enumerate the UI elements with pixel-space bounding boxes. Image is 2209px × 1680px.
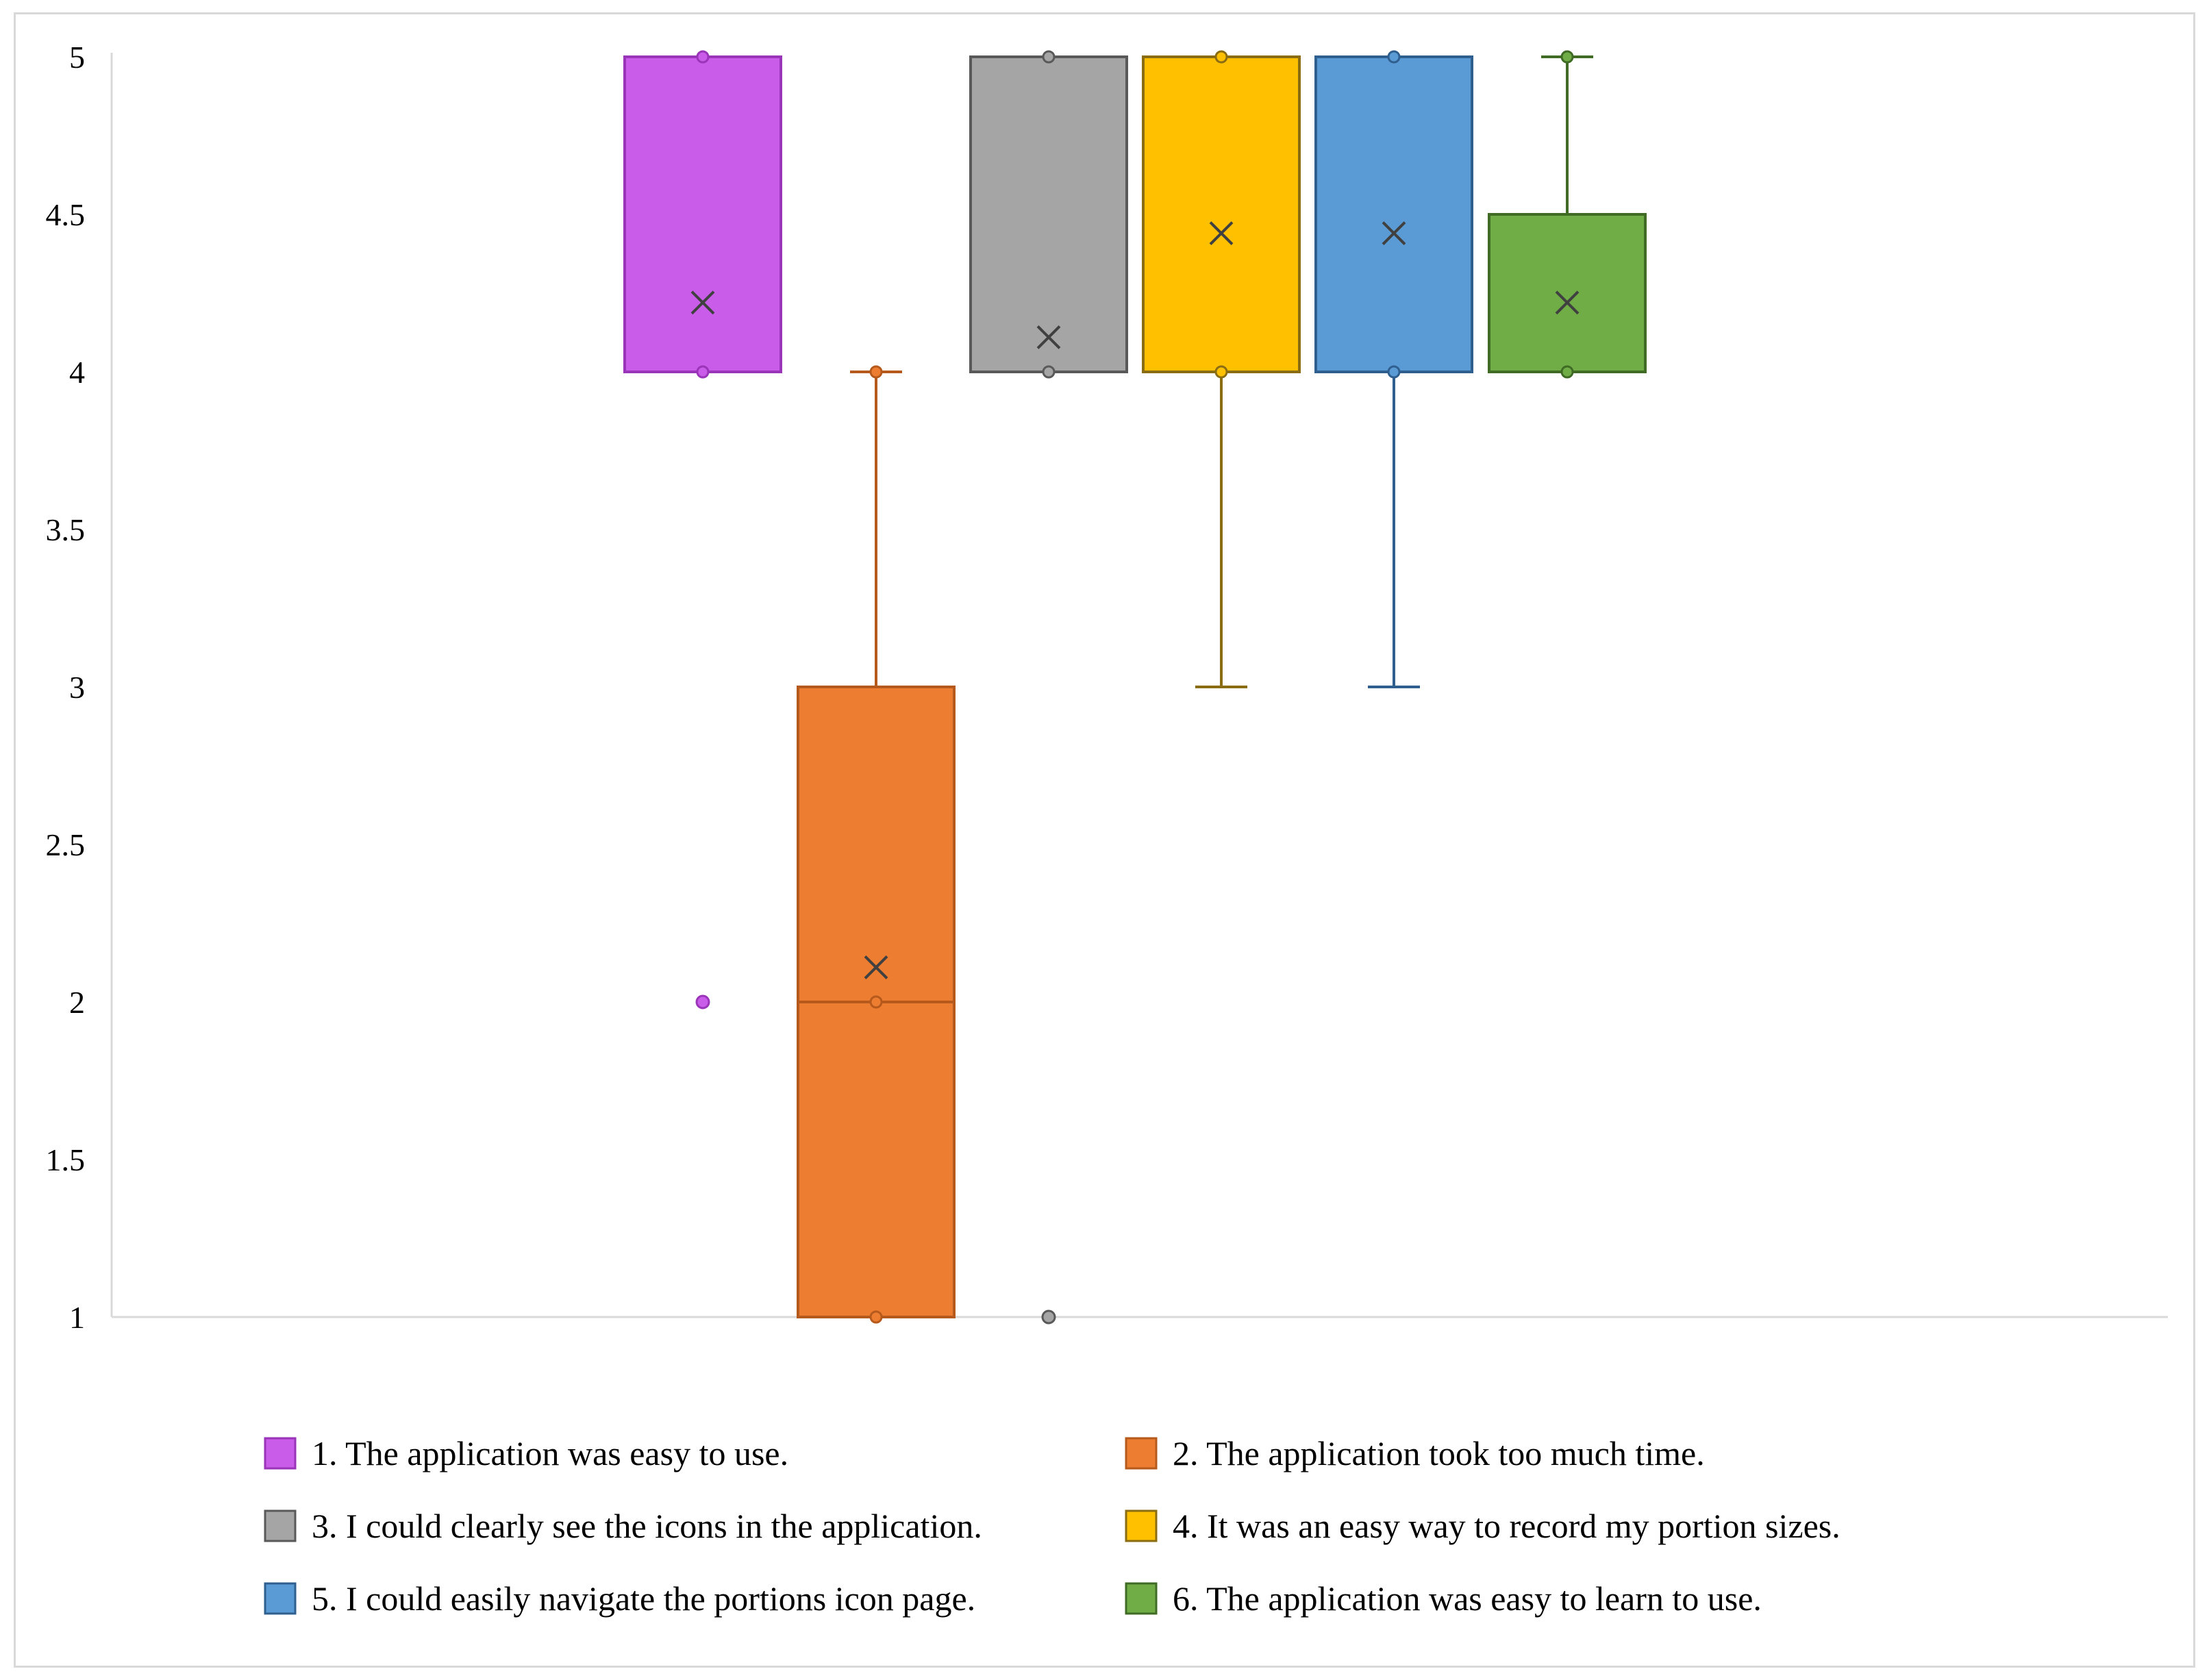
box-series-4 bbox=[1142, 55, 1301, 373]
outlier-point bbox=[695, 994, 710, 1010]
y-tick-label: 4 bbox=[69, 355, 85, 390]
legend-swatch bbox=[264, 1437, 297, 1470]
mean-marker bbox=[1209, 221, 1234, 246]
data-point bbox=[869, 365, 883, 379]
data-point bbox=[1560, 50, 1574, 64]
y-tick-label: 5 bbox=[69, 40, 85, 75]
mean-marker bbox=[1555, 290, 1580, 315]
mean-marker bbox=[1036, 325, 1061, 349]
data-point bbox=[1387, 365, 1401, 379]
data-point bbox=[1042, 50, 1056, 64]
legend-swatch bbox=[1125, 1509, 1158, 1542]
data-point bbox=[1042, 365, 1056, 379]
legend-swatch bbox=[1125, 1582, 1158, 1615]
data-point bbox=[696, 50, 710, 64]
box-series-5 bbox=[1314, 55, 1473, 373]
y-tick-label: 4.5 bbox=[46, 197, 86, 232]
mean-marker bbox=[690, 290, 715, 315]
legend-label: 2. The application took too much time. bbox=[1173, 1434, 1705, 1472]
y-tick-label: 1.5 bbox=[46, 1142, 86, 1177]
legend-label: 6. The application was easy to learn to … bbox=[1173, 1579, 1762, 1618]
legend-label: 1. The application was easy to use. bbox=[312, 1434, 788, 1472]
mean-marker bbox=[864, 955, 888, 979]
data-point bbox=[1560, 365, 1574, 379]
legend-swatch bbox=[264, 1509, 297, 1542]
box-series-6 bbox=[1488, 213, 1647, 373]
data-point bbox=[696, 365, 710, 379]
y-tick-label: 2.5 bbox=[46, 827, 86, 862]
legend-label: 3. I could clearly see the icons in the … bbox=[312, 1507, 982, 1545]
y-tick-label: 3.5 bbox=[46, 512, 86, 547]
mean-marker bbox=[1382, 221, 1406, 246]
data-point bbox=[869, 1310, 883, 1324]
legend-swatch bbox=[1125, 1437, 1158, 1470]
box-series-3 bbox=[969, 55, 1128, 373]
y-tick-label: 1 bbox=[69, 1300, 85, 1335]
data-point bbox=[1214, 50, 1228, 64]
outlier-point bbox=[1041, 1309, 1056, 1325]
legend-label: 4. It was an easy way to record my porti… bbox=[1173, 1507, 1840, 1545]
data-point bbox=[869, 995, 883, 1009]
box-series-1 bbox=[623, 55, 782, 373]
data-point bbox=[1387, 50, 1401, 64]
y-tick-label: 3 bbox=[69, 670, 85, 705]
legend-label: 5. I could easily navigate the portions … bbox=[312, 1579, 975, 1618]
y-tick-label: 2 bbox=[69, 985, 85, 1020]
legend-swatch bbox=[264, 1582, 297, 1615]
data-point bbox=[1214, 365, 1228, 379]
